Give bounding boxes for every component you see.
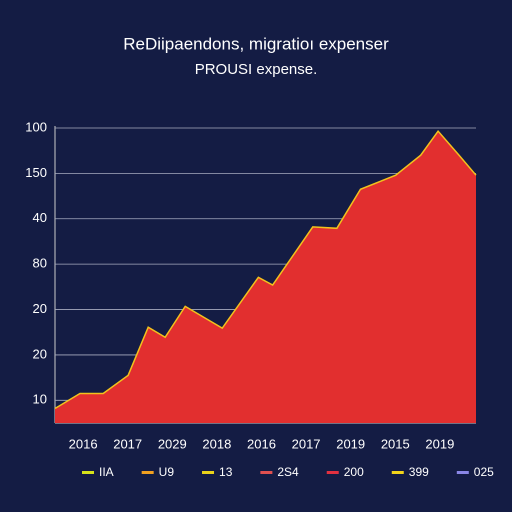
legend-swatch [326, 471, 339, 474]
x-tick-label: 2017 [292, 436, 321, 451]
chart-subtitle: PROUSI expense. [195, 61, 318, 78]
x-tick-label: 2016 [69, 436, 98, 451]
legend-label: U9 [159, 465, 175, 479]
legend-label: 025 [474, 465, 494, 479]
chart-title: ReDiipaendons, migratioı expenser [123, 34, 389, 53]
x-tick-label: 2015 [381, 436, 410, 451]
legend-label: 200 [344, 465, 364, 479]
x-tick-label: 2029 [158, 436, 187, 451]
area [55, 131, 476, 423]
y-tick-label: 80 [33, 256, 47, 271]
y-tick-label: 10 [33, 392, 47, 407]
x-tick-label: 2017 [113, 436, 142, 451]
y-tick-label: 40 [33, 210, 47, 225]
legend-label: IIA [99, 465, 114, 479]
legend-swatch [202, 471, 215, 474]
legend-label: 399 [409, 465, 429, 479]
x-tick-label: 2019 [425, 436, 454, 451]
y-tick-label: 150 [25, 165, 47, 180]
legend-swatch [391, 471, 404, 474]
x-tick-label: 2019 [336, 436, 365, 451]
x-tick-label: 2018 [202, 436, 231, 451]
legend-swatch [141, 471, 154, 474]
y-tick-label: 20 [33, 346, 47, 361]
legend-label: 2S4 [277, 465, 299, 479]
x-tick-label: 2016 [247, 436, 276, 451]
legend-swatch [82, 471, 94, 474]
area-line [54, 129, 477, 410]
legend-swatch [260, 471, 273, 474]
y-tick-label: 100 [25, 119, 47, 134]
legend-swatch [456, 471, 469, 474]
legend-label: 13 [219, 465, 233, 479]
y-tick-label: 20 [33, 301, 47, 316]
